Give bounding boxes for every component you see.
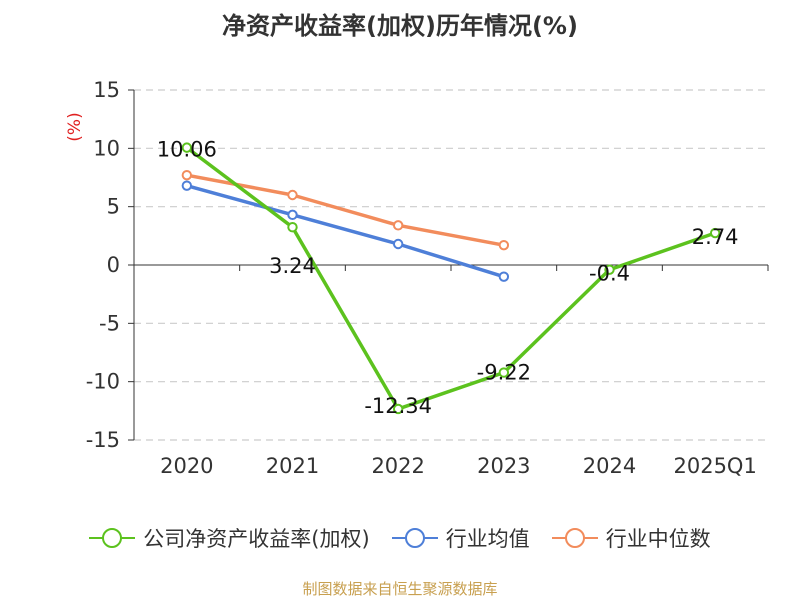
data-label-company: -0.4 bbox=[589, 262, 630, 286]
data-point-company-roe bbox=[604, 264, 615, 275]
data-source-note: 制图数据来自恒生聚源数据库 bbox=[302, 580, 498, 598]
legend-label-industry-average: 行业均值 bbox=[445, 527, 530, 551]
data-label-company: -9.22 bbox=[477, 361, 531, 385]
data-label-company: 10.06 bbox=[157, 138, 217, 162]
y-tick-label: -5 bbox=[99, 311, 120, 335]
chart-title: 净资产收益率(加权)历年情况(%) bbox=[222, 12, 578, 40]
y-axis-label: (%) bbox=[65, 112, 85, 141]
data-label-company: -12.34 bbox=[364, 394, 432, 418]
data-point-company-roe bbox=[392, 403, 404, 415]
y-tick-label: -15 bbox=[86, 428, 120, 452]
line-chart: 15 10 5 0 -5 -10 -15 2020 2021 2022 2023 2024 2025Q1… bbox=[65, 78, 769, 478]
series-line-industry-average bbox=[185, 183, 506, 279]
legend: 公司净资产收益率(加权) 行业均值 行业中位数 bbox=[0, 518, 800, 558]
data-label-company: 2.74 bbox=[692, 225, 739, 249]
x-tick-label: 2021 bbox=[266, 454, 319, 478]
data-point-industry-median bbox=[181, 169, 193, 181]
legend-label-industry-median: 行业中位数 bbox=[605, 527, 711, 551]
data-point-industry-average bbox=[392, 238, 404, 250]
y-tick-label: 15 bbox=[93, 78, 120, 102]
data-point-industry-median bbox=[392, 220, 404, 231]
axes: 15 10 5 0 -5 -10 -15 2020 2021 2022 2023 2024 2025Q1 bbox=[86, 78, 769, 478]
legend-swatch-industry-median bbox=[551, 528, 598, 548]
data-point-industry-median bbox=[287, 189, 298, 201]
data-point-company-roe bbox=[181, 142, 193, 153]
legend-swatch-industry-average bbox=[391, 528, 438, 548]
data-point-industry-median bbox=[498, 239, 510, 251]
legend-item-industry-average[interactable]: 行业均值 bbox=[391, 523, 530, 553]
grid-lines bbox=[134, 89, 768, 441]
data-point-industry-average bbox=[181, 180, 193, 191]
series-lines bbox=[181, 142, 721, 415]
x-tick-label: 2023 bbox=[477, 454, 530, 478]
legend-item-company[interactable]: 公司净资产收益率(加权) bbox=[89, 523, 370, 553]
data-point-company-roe bbox=[498, 367, 510, 378]
x-tick-label: 2020 bbox=[160, 454, 213, 478]
series-line-industry-median bbox=[185, 173, 506, 247]
x-tick-label: 2025Q1 bbox=[673, 454, 756, 478]
data-labels: 10.06 3.24 -12.34 -9.22 -0.4 2.74 bbox=[157, 138, 739, 418]
data-point-industry-average bbox=[498, 271, 510, 282]
x-tick-label: 2022 bbox=[371, 454, 424, 478]
y-tick-label: 5 bbox=[107, 195, 120, 219]
legend-item-industry-median[interactable]: 行业中位数 bbox=[551, 523, 711, 553]
legend-label-company: 公司净资产收益率(加权) bbox=[143, 527, 370, 551]
data-point-industry-average bbox=[287, 209, 298, 221]
y-tick-label: 0 bbox=[107, 253, 120, 277]
legend-swatch-company bbox=[89, 528, 136, 548]
y-tick-label: 10 bbox=[93, 136, 120, 160]
y-tick-label: -10 bbox=[86, 370, 120, 394]
x-tick-label: 2024 bbox=[583, 454, 636, 478]
data-point-company-roe bbox=[287, 222, 298, 233]
series-line-company-roe bbox=[185, 145, 717, 411]
data-label-company: 3.24 bbox=[269, 254, 316, 278]
data-point-company-roe bbox=[709, 227, 721, 239]
